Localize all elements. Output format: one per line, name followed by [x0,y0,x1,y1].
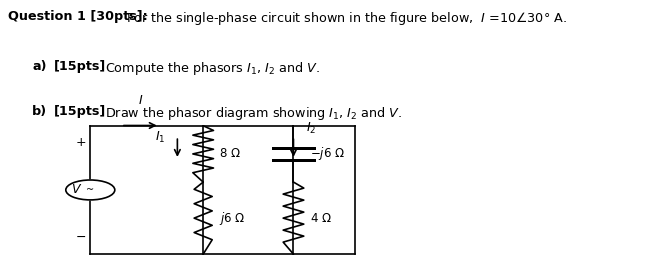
Text: $I_1$: $I_1$ [155,130,166,145]
Text: $j$6 $\Omega$: $j$6 $\Omega$ [219,210,246,227]
Text: $I$: $I$ [137,94,143,107]
Text: a): a) [32,60,46,73]
Text: Question 1 [30pts]:: Question 1 [30pts]: [8,10,148,24]
Text: $I_2$: $I_2$ [306,121,317,136]
Text: For the single-phase circuit shown in the figure below,  $I$ =10$\angle$30° A.: For the single-phase circuit shown in th… [126,10,567,28]
Text: +: + [75,136,86,149]
Text: 4 $\Omega$: 4 $\Omega$ [310,212,332,225]
Text: 8 $\Omega$: 8 $\Omega$ [219,148,241,160]
Text: b): b) [32,105,47,118]
Text: −: − [75,231,86,244]
Circle shape [66,180,115,200]
Text: [15pts]: [15pts] [54,105,106,118]
Text: $-j$6 $\Omega$: $-j$6 $\Omega$ [310,145,344,162]
Text: $V$: $V$ [72,183,83,196]
Text: [15pts]: [15pts] [54,60,106,73]
Text: Compute the phasors $I_1$, $I_2$ and $V$.: Compute the phasors $I_1$, $I_2$ and $V$… [105,60,320,77]
Text: ~: ~ [86,185,94,195]
Text: Draw the phasor diagram showing $I_1$, $I_2$ and $V$.: Draw the phasor diagram showing $I_1$, $… [105,105,402,122]
